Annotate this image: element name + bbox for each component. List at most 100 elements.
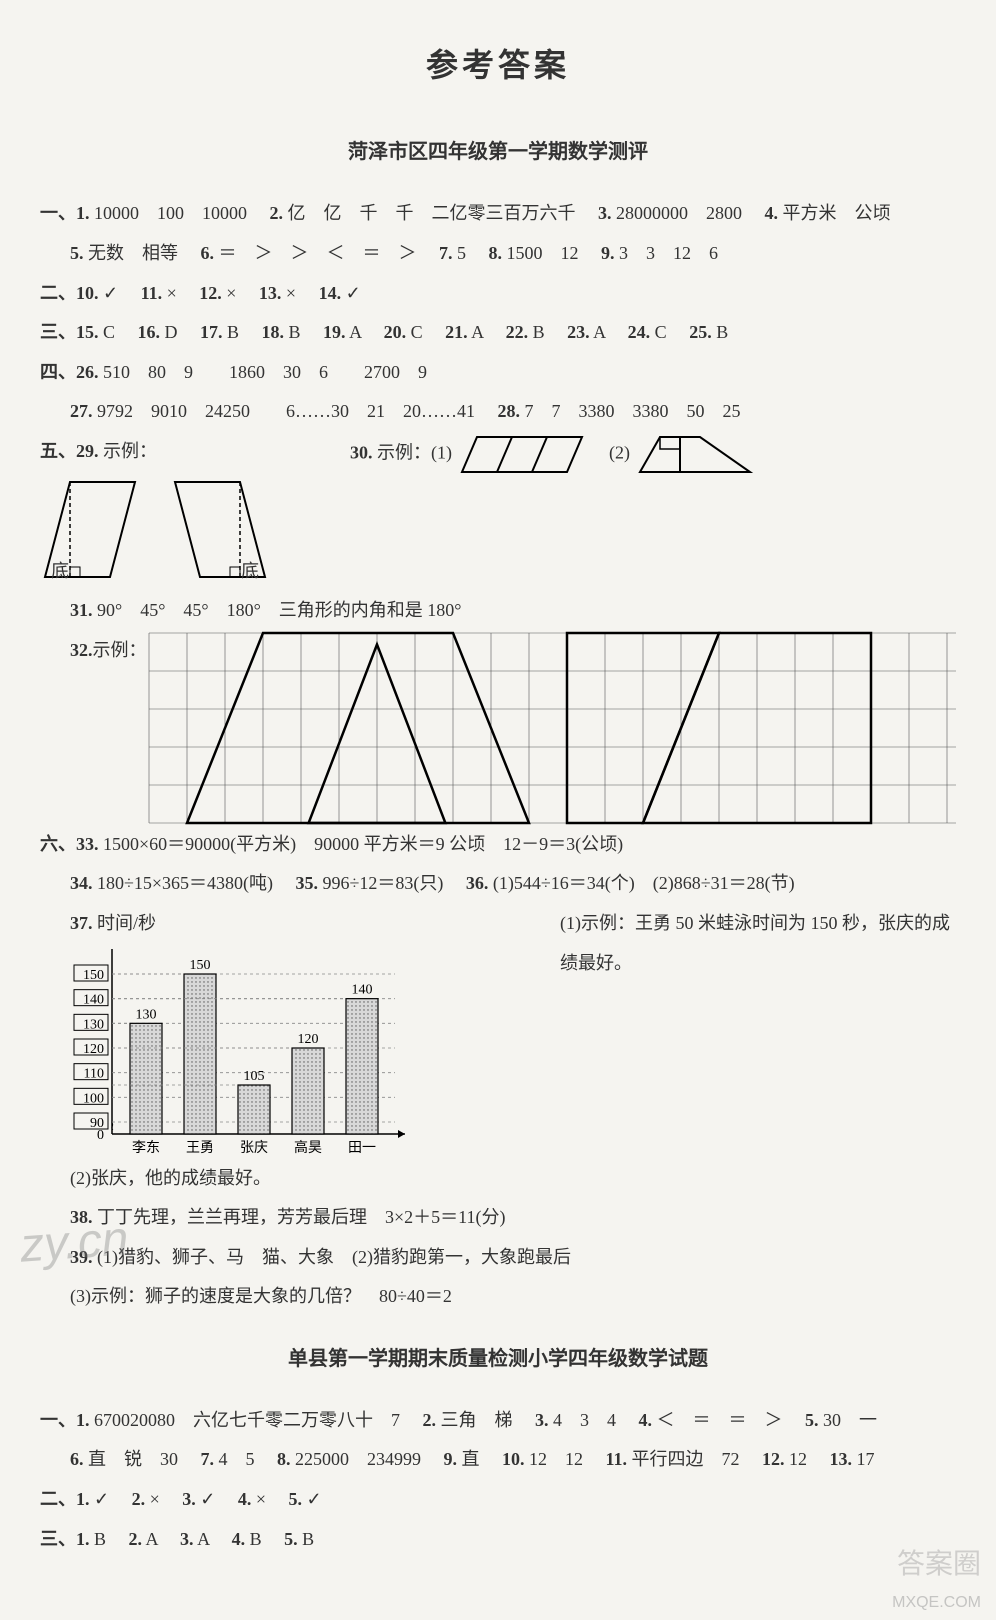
q-num: 13. bbox=[259, 283, 282, 303]
q-num: 2. bbox=[423, 1410, 437, 1430]
q29-row: 五、29. 示例： 底 底 30. 示例：(1) bbox=[40, 432, 956, 591]
answer-line: (3)示例：狮子的速度是大象的几倍？ 80÷40＝2 bbox=[40, 1277, 956, 1317]
q-num: 12. bbox=[199, 283, 222, 303]
q-num: 23. bbox=[567, 322, 590, 342]
answer-text: ＝ ＞ ＞ ＜ ＝ ＞ bbox=[219, 243, 417, 263]
q-num: 5. bbox=[70, 243, 84, 263]
q-num: 28. bbox=[498, 401, 521, 421]
section1-subtitle: 菏泽市区四年级第一学期数学测评 bbox=[40, 130, 956, 174]
q-num: 一、1. bbox=[40, 1410, 90, 1430]
answer-text: ✓ bbox=[94, 1489, 109, 1509]
q-num: 4. bbox=[232, 1529, 246, 1549]
answer-text: (2) bbox=[609, 443, 630, 463]
answer-text: × bbox=[150, 1489, 160, 1509]
section2-subtitle: 单县第一学期期末质量检测小学四年级数学试题 bbox=[40, 1337, 956, 1381]
answer-line: 5. 无数 相等 6. ＝ ＞ ＞ ＜ ＝ ＞ 7. 5 8. 1500 12 … bbox=[40, 234, 956, 274]
answer-line: 一、1. 10000 100 10000 2. 亿 亿 千 千 二亿零三百万六千… bbox=[40, 194, 956, 234]
answer-line: 31. 90° 45° 45° 180° 三角形的内角和是 180° bbox=[40, 591, 956, 631]
answer-line: (2)张庆，他的成绩最好。 bbox=[40, 1159, 956, 1199]
answer-text: C bbox=[411, 322, 423, 342]
answer-line: 一、1. 670020080 六亿七千零二万零八十 7 2. 三角 梯 3. 4… bbox=[40, 1401, 956, 1441]
answer-text: 28000000 2800 bbox=[616, 203, 742, 223]
svg-text:100: 100 bbox=[83, 1091, 104, 1106]
q-num: 38. bbox=[70, 1207, 93, 1227]
q-num: 8. bbox=[277, 1449, 291, 1469]
answer-text: 7 7 3380 3380 50 25 bbox=[525, 401, 741, 421]
svg-text:150: 150 bbox=[190, 958, 211, 973]
q-num: 21. bbox=[445, 322, 468, 342]
answer-text: A bbox=[197, 1529, 209, 1549]
q-num: 25. bbox=[689, 322, 712, 342]
answer-text: 9792 9010 24250 6……30 21 20……41 bbox=[97, 401, 475, 421]
answer-text: (1)544÷16＝34(个) (2)868÷31＝28(节) bbox=[493, 873, 795, 893]
answer-text: 1500 12 bbox=[507, 243, 579, 263]
q-num: 8. bbox=[489, 243, 503, 263]
answer-text: A bbox=[593, 322, 605, 342]
q-num: 9. bbox=[601, 243, 615, 263]
q-num: 32. bbox=[70, 631, 93, 671]
answer-text: 三角 梯 bbox=[441, 1410, 513, 1430]
svg-text:王勇: 王勇 bbox=[186, 1140, 214, 1156]
q-num: 13. bbox=[830, 1449, 853, 1469]
answer-text: 1500×60＝90000(平方米) 90000 平方米＝9 公顷 12－9＝3… bbox=[103, 834, 623, 854]
answer-text: ✓ bbox=[200, 1489, 215, 1509]
q-num: 一、1. bbox=[40, 203, 90, 223]
svg-text:140: 140 bbox=[83, 992, 104, 1007]
answer-text: ✓ bbox=[103, 283, 118, 303]
answer-text: B bbox=[289, 322, 301, 342]
answer-text: 平方米 公顷 bbox=[783, 203, 891, 223]
answer-line: 34. 180÷15×365＝4380(吨) 35. 996÷12＝83(只) … bbox=[40, 864, 956, 904]
answer-text: 12 bbox=[789, 1449, 807, 1469]
q-num: 四、26. bbox=[40, 362, 99, 382]
q-num: 3. bbox=[182, 1489, 196, 1509]
answer-text: 12 12 bbox=[529, 1449, 583, 1469]
svg-text:130: 130 bbox=[136, 1007, 157, 1022]
q-num: 24. bbox=[628, 322, 651, 342]
answer-text: 平行四边 72 bbox=[632, 1449, 740, 1469]
answer-text: 示例：(1) bbox=[377, 443, 452, 463]
q-num: 3. bbox=[598, 203, 612, 223]
q-num: 14. bbox=[319, 283, 342, 303]
q-num: 7. bbox=[439, 243, 453, 263]
answer-text: ✓ bbox=[307, 1489, 322, 1509]
q-num: 35. bbox=[296, 873, 319, 893]
trapezoid-shape bbox=[635, 432, 755, 477]
q-num: 39. bbox=[70, 1247, 93, 1267]
answer-line: 39. (1)猎豹、狮子、马 猫、大象 (2)猎豹跑第一，大象跑最后 bbox=[40, 1238, 956, 1278]
q-num: 三、1. bbox=[40, 1529, 90, 1549]
answer-text: 丁丁先理，兰兰再理，芳芳最后理 3×2＋5＝11(分) bbox=[97, 1207, 505, 1227]
q-num: 30. bbox=[350, 443, 373, 463]
svg-text:张庆: 张庆 bbox=[240, 1140, 268, 1156]
svg-text:110: 110 bbox=[84, 1066, 104, 1081]
answer-text: C bbox=[655, 322, 667, 342]
q-num: 17. bbox=[200, 322, 223, 342]
q-num: 16. bbox=[138, 322, 161, 342]
main-title: 参考答案 bbox=[40, 30, 956, 100]
answer-text: 无数 相等 bbox=[88, 243, 178, 263]
answer-text: 670020080 六亿七千零二万零八十 7 bbox=[94, 1410, 400, 1430]
answer-text: × bbox=[286, 283, 296, 303]
svg-text:105: 105 bbox=[244, 1069, 265, 1084]
q-num: 三、15. bbox=[40, 322, 99, 342]
q-num: 4. bbox=[765, 203, 779, 223]
q-num: 二、1. bbox=[40, 1489, 90, 1509]
q-num: 12. bbox=[762, 1449, 785, 1469]
answer-text: × bbox=[256, 1489, 266, 1509]
parallelogram-shape bbox=[457, 432, 587, 477]
answer-text: B bbox=[302, 1529, 314, 1549]
q-num: 36. bbox=[466, 873, 489, 893]
q-num: 2. bbox=[129, 1529, 143, 1549]
q-num: 11. bbox=[606, 1449, 628, 1469]
q-num: 31. bbox=[70, 600, 93, 620]
answer-text: ✓ bbox=[346, 283, 361, 303]
q-num: 7. bbox=[201, 1449, 215, 1469]
q-num: 六、33. bbox=[40, 834, 99, 854]
q-num: 5. bbox=[805, 1410, 819, 1430]
answer-line: 6. 直 锐 30 7. 4 5 8. 225000 234999 9. 直 1… bbox=[40, 1440, 956, 1480]
answer-text: B bbox=[533, 322, 545, 342]
q-num: 11. bbox=[141, 283, 163, 303]
svg-text:120: 120 bbox=[83, 1042, 104, 1057]
answer-line: 四、26. 510 80 9 1860 30 6 2700 9 bbox=[40, 353, 956, 393]
q-num: 4. bbox=[238, 1489, 252, 1509]
svg-text:≀: ≀ bbox=[110, 1119, 115, 1133]
